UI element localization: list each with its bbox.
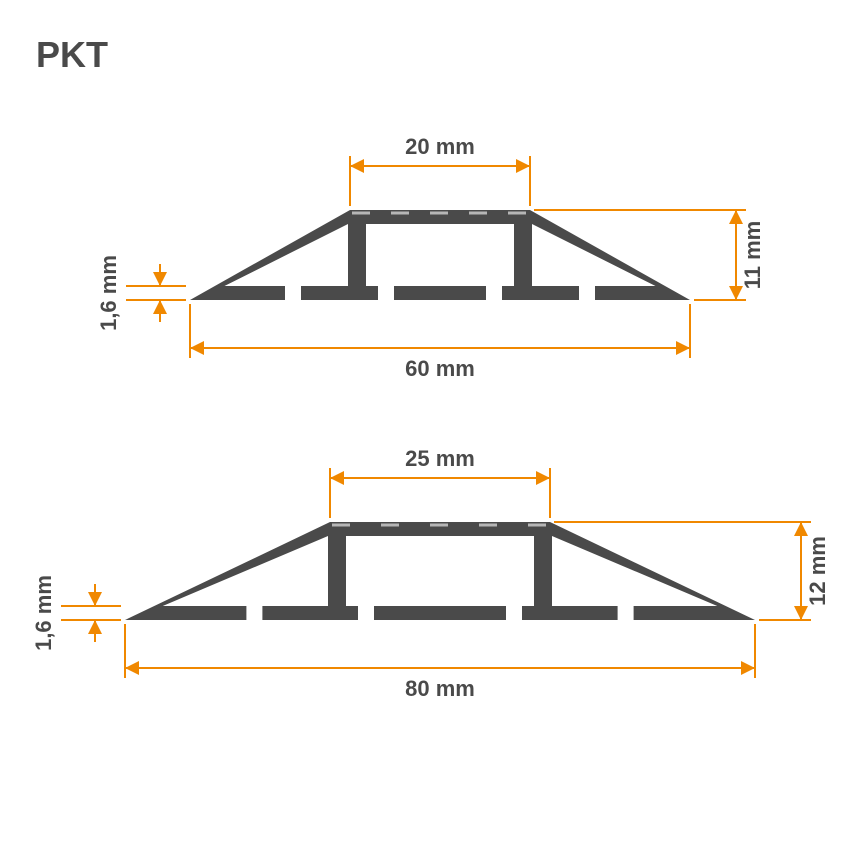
dim-label-top: 25 mm bbox=[405, 446, 475, 471]
profile-shape bbox=[190, 210, 690, 300]
profile-shape bbox=[125, 522, 755, 620]
dim-label-base: 60 mm bbox=[405, 356, 475, 381]
dim-label-thickness: 1,6 mm bbox=[96, 255, 121, 331]
diagram-canvas: 20 mm 60 mm 11 mm 1,6 mm 25 mm 80 mm 12 mm 1,6 … bbox=[0, 0, 852, 852]
page: PKT 20 mm 60 mm 11 mm 1,6 mm 25 mm 80 mm 12 mm… bbox=[0, 0, 852, 852]
page-title: PKT bbox=[36, 34, 108, 76]
dim-label-base: 80 mm bbox=[405, 676, 475, 701]
dim-label-top: 20 mm bbox=[405, 134, 475, 159]
dim-label-height: 11 mm bbox=[740, 221, 765, 290]
dim-label-thickness: 1,6 mm bbox=[31, 575, 56, 651]
dim-label-height: 12 mm bbox=[805, 536, 830, 606]
